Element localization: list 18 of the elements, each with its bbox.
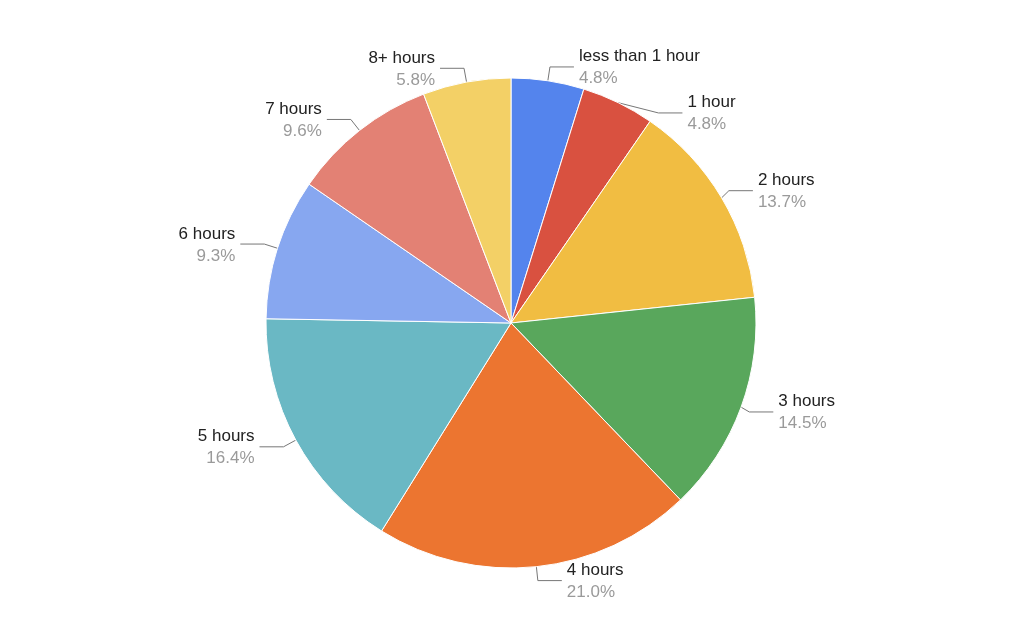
data-label: 4.8% <box>687 114 727 134</box>
slice-label: 4 hours <box>566 560 624 580</box>
data-label: 5.8% <box>396 69 436 89</box>
data-label: 16.4% <box>206 448 255 468</box>
slice-label: 8+ hours <box>368 47 436 67</box>
data-label: 4.8% <box>578 68 618 88</box>
data-label: 14.5% <box>778 413 827 433</box>
slice-label: 7 hours <box>265 98 322 118</box>
slice-label: 1 hour <box>687 92 736 112</box>
data-label: 9.6% <box>283 120 322 140</box>
slice-label: 6 hours <box>178 223 236 243</box>
data-label: 21.0% <box>566 582 616 602</box>
data-label: 9.3% <box>196 245 236 265</box>
slice-label: 3 hours <box>778 391 836 411</box>
slice-label: 5 hours <box>197 426 255 446</box>
slice-label: less than 1 hour <box>578 46 701 66</box>
data-label: 13.7% <box>757 192 807 212</box>
slice-label: 2 hours <box>757 170 815 190</box>
